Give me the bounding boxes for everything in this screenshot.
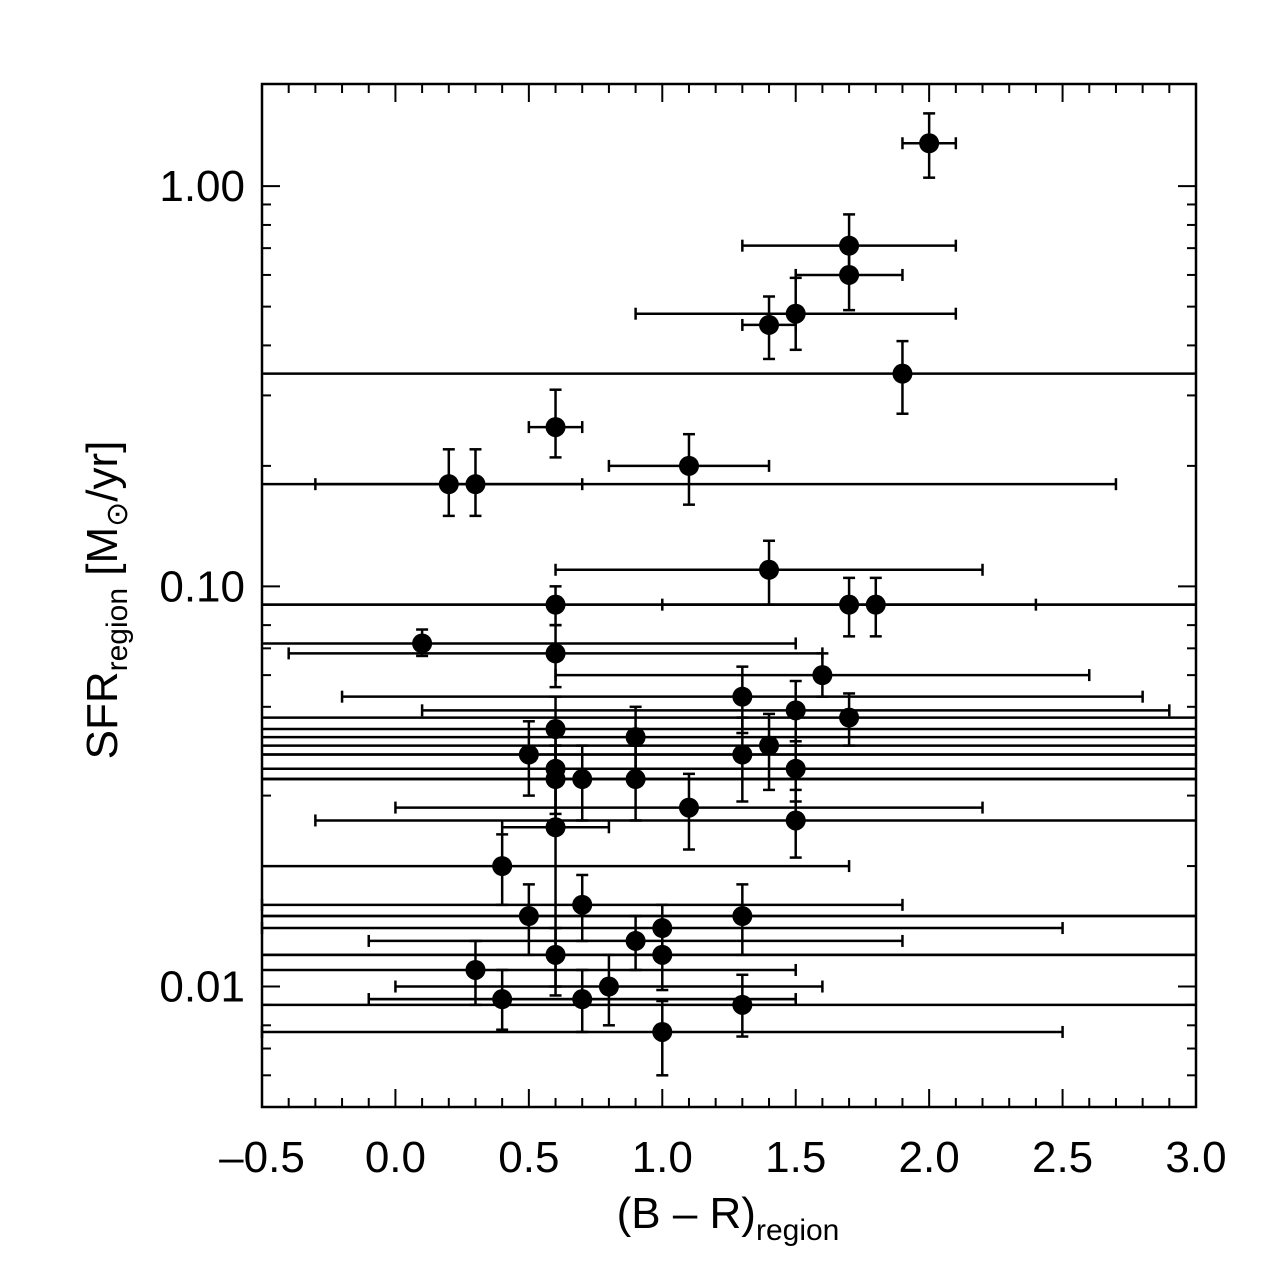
data-point [785, 758, 806, 779]
data-point [518, 906, 539, 927]
data-point [545, 643, 566, 664]
data-point [625, 727, 646, 748]
data-point [598, 976, 619, 997]
data-point [492, 989, 513, 1010]
data-point [759, 735, 780, 756]
data-point [545, 417, 566, 438]
plot-frame [260, 82, 1198, 1109]
data-point [572, 989, 593, 1010]
y-tick-labels: 0.01 0.10 1.00 [159, 162, 245, 1011]
data-point [545, 817, 566, 838]
x-tick-label: 0.0 [365, 1133, 426, 1182]
x-tick-label: 2.5 [1032, 1133, 1093, 1182]
data-point [518, 744, 539, 765]
x-tick-label: 1.5 [765, 1133, 826, 1182]
data-point [732, 686, 753, 707]
data-point [678, 797, 699, 818]
data-point [492, 856, 513, 877]
data-point [625, 769, 646, 790]
data-point [839, 235, 860, 256]
data-point [785, 700, 806, 721]
data-point [839, 594, 860, 615]
x-tick-label: 3.0 [1165, 1133, 1226, 1182]
data-point [759, 314, 780, 335]
data-point [839, 707, 860, 728]
data-point [678, 455, 699, 476]
data-point [438, 474, 459, 495]
data-point [732, 744, 753, 765]
data-point [412, 633, 433, 654]
y-tick-label: 0.01 [159, 963, 245, 1012]
data-point [652, 918, 673, 939]
data-point [839, 264, 860, 285]
data-point [785, 810, 806, 831]
data-point [865, 594, 886, 615]
x-tick-label: 0.5 [498, 1133, 559, 1182]
data-point [545, 719, 566, 740]
data-point [465, 474, 486, 495]
data-point [545, 769, 566, 790]
x-axis-label: (B – R)region [617, 1189, 840, 1247]
data-point [545, 594, 566, 615]
data-point [732, 906, 753, 927]
y-tick-label: 0.10 [159, 562, 245, 611]
data-point [545, 944, 566, 965]
data-point [652, 1021, 673, 1042]
data-point [892, 363, 913, 384]
data-point [652, 944, 673, 965]
data-point [785, 303, 806, 324]
data-point [919, 133, 940, 154]
data-point [572, 894, 593, 915]
x-tick-label: 2.0 [899, 1133, 960, 1182]
data-point [759, 559, 780, 580]
data-point [812, 665, 833, 686]
y-tick-label: 1.00 [159, 162, 245, 211]
data-points [412, 133, 940, 1042]
x-tick-label: 1.0 [632, 1133, 693, 1182]
data-point [732, 994, 753, 1015]
data-point [625, 930, 646, 951]
x-tick-label: –0.5 [219, 1133, 305, 1182]
data-point [572, 769, 593, 790]
x-tick-labels: –0.5 0.0 0.5 1.0 1.5 2.0 2.5 3.0 [219, 1133, 1226, 1182]
data-point [465, 959, 486, 980]
y-axis-label: SFRregion [M⊙/yr] [78, 441, 134, 760]
